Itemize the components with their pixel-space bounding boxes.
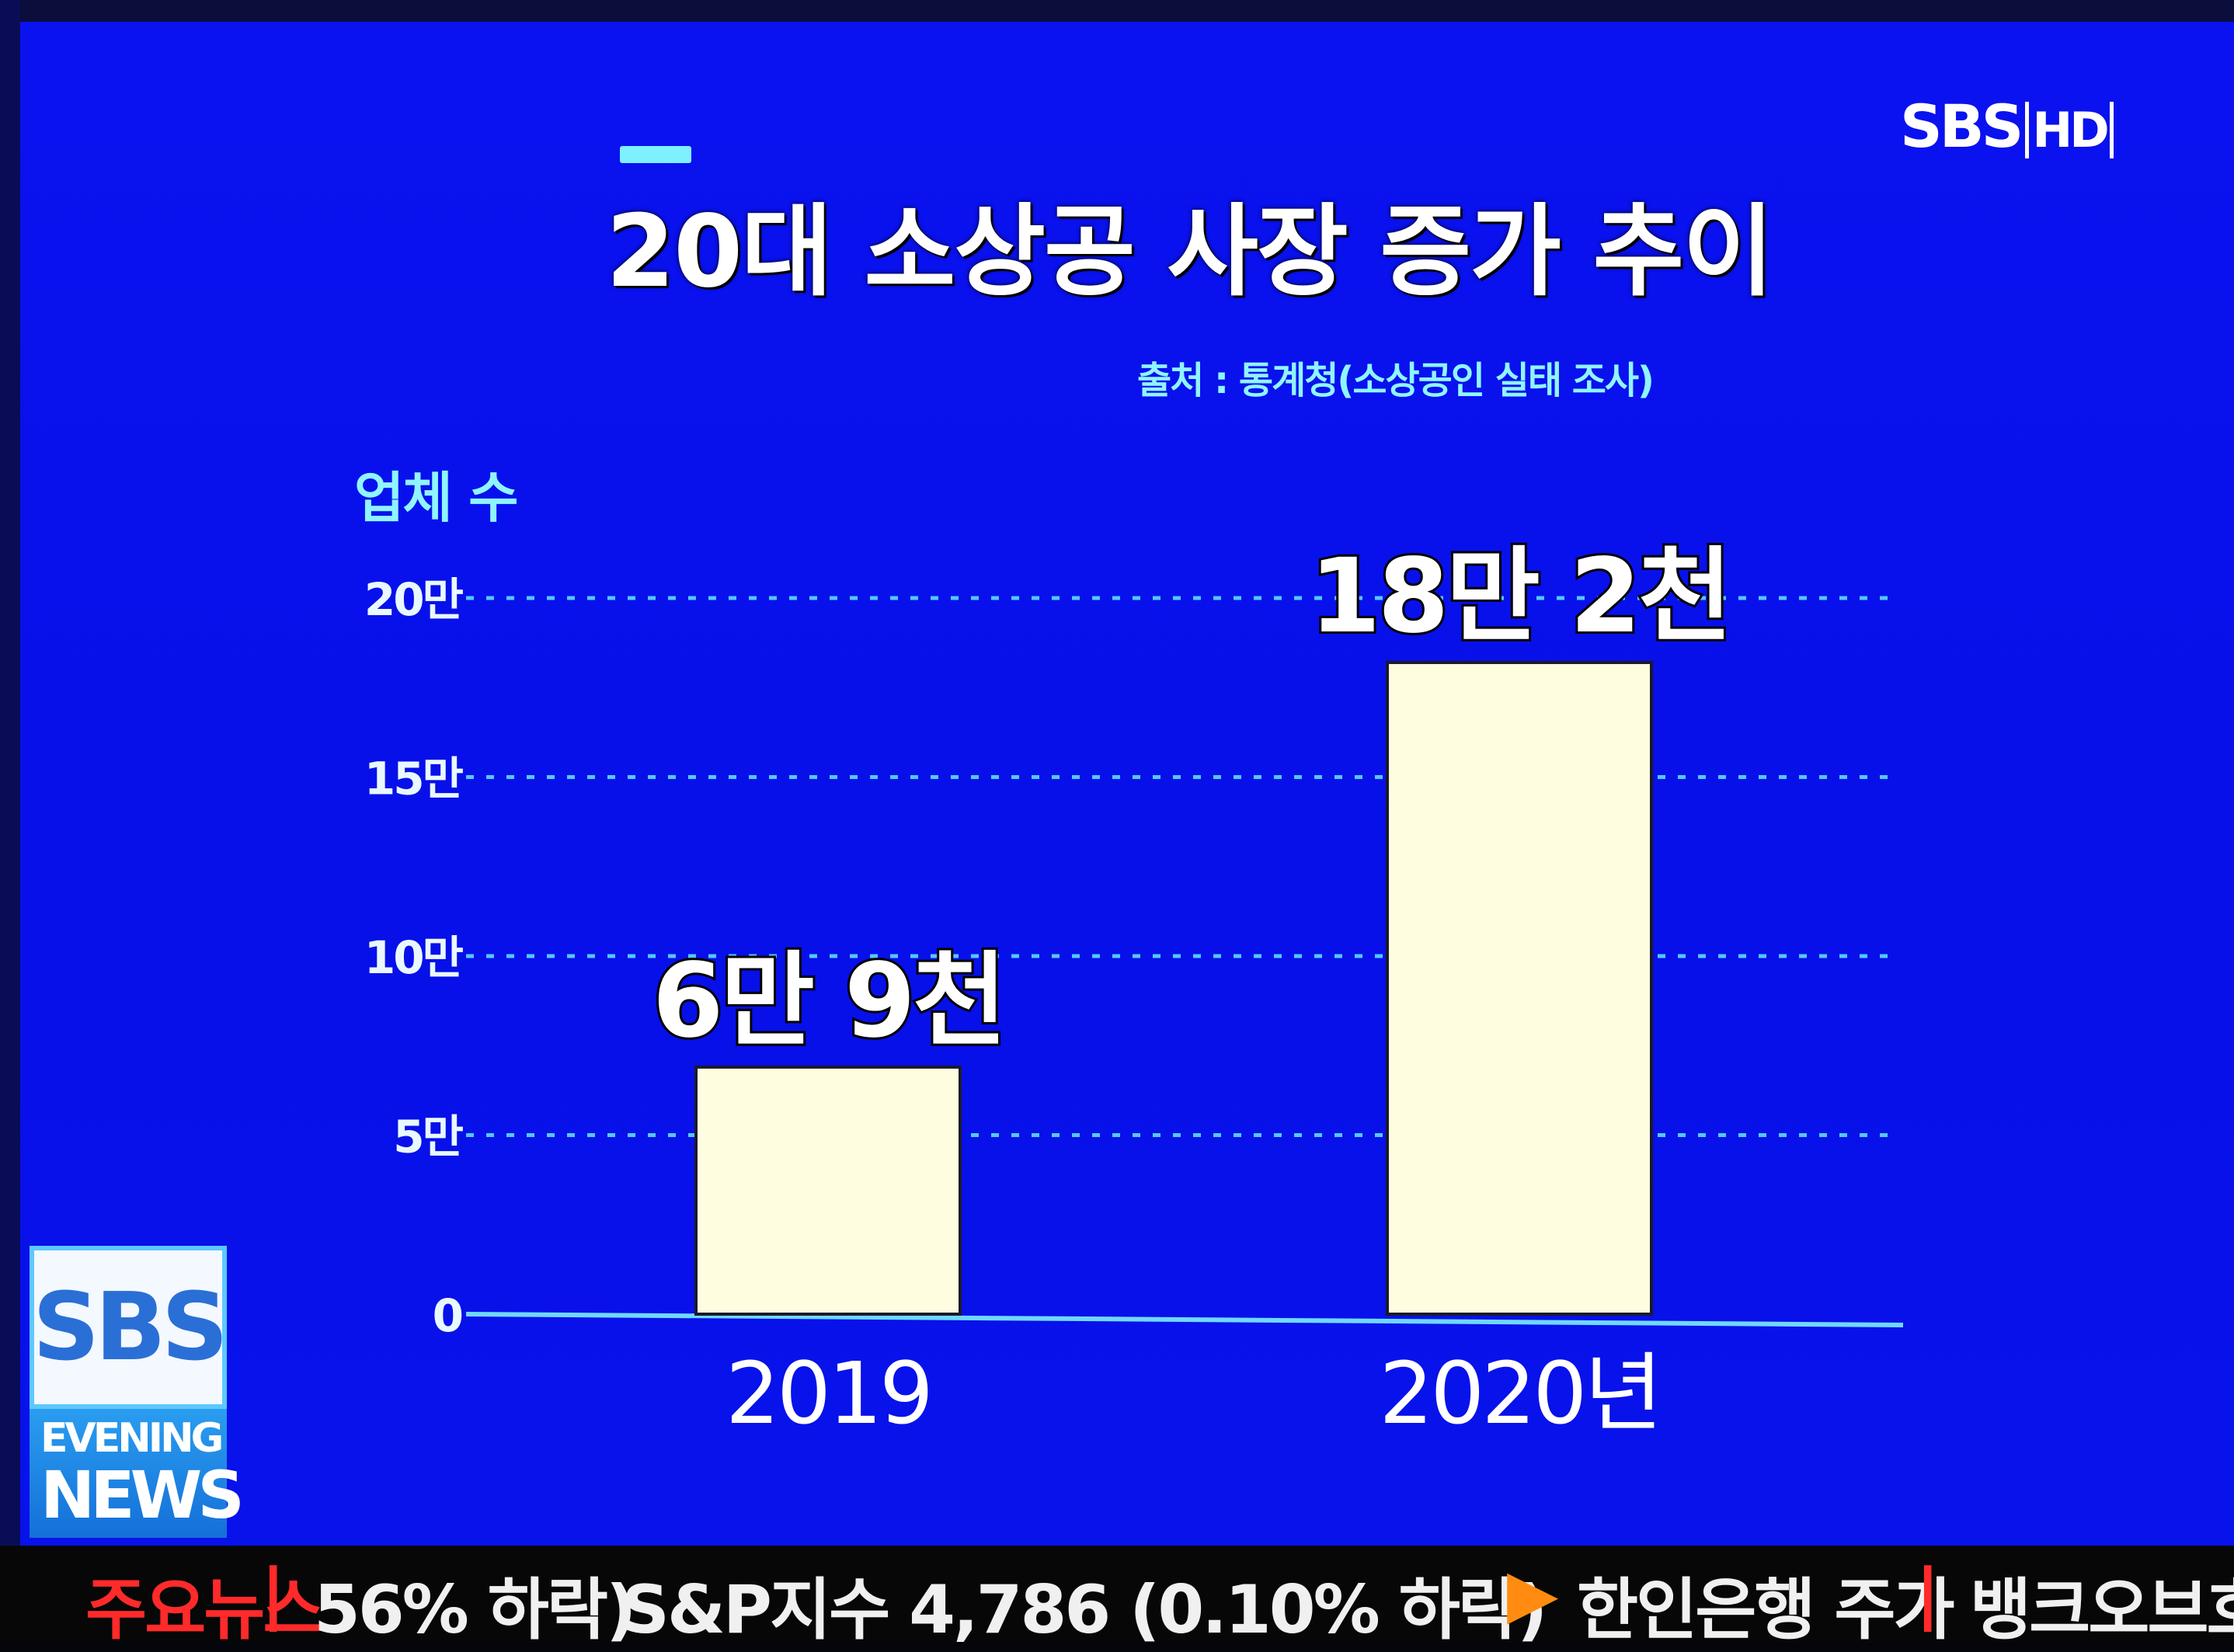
source-note: 출처 : 통계청(소상공인 실태 조사) [1137,359,1655,402]
x-axis-baseline [465,1312,1904,1327]
y-tick-label: 0 [433,1289,462,1342]
ticker-item: 한인은행 주가 [1577,1571,1955,1649]
ticker-separator: | [261,1555,285,1633]
bezel-left [0,0,20,1546]
y-axis-label: 업체 수 [354,466,519,530]
bar [694,1065,962,1316]
badge-line1: EVENING [40,1415,224,1462]
title-accent-bar [620,146,691,163]
ticker-item: 뱅크오브호프 [1970,1571,2234,1649]
ticker-item: S&P지수 4,786 (0.10% 하락) [621,1571,1547,1649]
program-badge: SBS EVENING NEWS [30,1246,245,1538]
ticker-arrow-icon: ▶ [1507,1555,1558,1633]
ticker-item: 56% 하락) [314,1571,636,1649]
x-category-label: 2019 [726,1344,931,1443]
ticker-separator: | [1916,1555,1940,1633]
y-tick-label: 10만 [364,931,464,984]
bar-value-label: 6만 9천 [652,941,1004,1061]
badge-line2: NEWS [40,1457,245,1533]
badge-brand-box: SBS [30,1246,228,1409]
bar-value-label: 18만 2천 [1310,537,1729,656]
news-ticker [0,1546,2234,1642]
badge-program-box [30,1409,227,1538]
badge-brand: SBS [32,1273,228,1382]
channel-logo: SBS HD [1900,92,2114,161]
x-category-label: 2020년 [1379,1344,1659,1443]
chart-title: 20대 소상공 사장 증가 추이 [606,194,1774,310]
y-tick-label: 20만 [364,573,464,626]
broadcast-screen: 20대 소상공 사장 증가 추이 출처 : 통계청(소상공인 실태 조사) 업체… [0,0,2234,1546]
bar-chart: 0 5만 10만 15만 20만 6만 9천 2019 18만 2천 2020년 [364,534,1904,1443]
ticker-section-label: 주요뉴스 [85,1571,324,1649]
hd-tag: HD [2025,102,2114,158]
bar [1386,660,1653,1316]
channel-logo-text: SBS [1900,92,2023,161]
y-tick-label: 15만 [364,753,464,805]
y-tick-label: 5만 [393,1111,463,1163]
bezel-top [0,0,2234,22]
